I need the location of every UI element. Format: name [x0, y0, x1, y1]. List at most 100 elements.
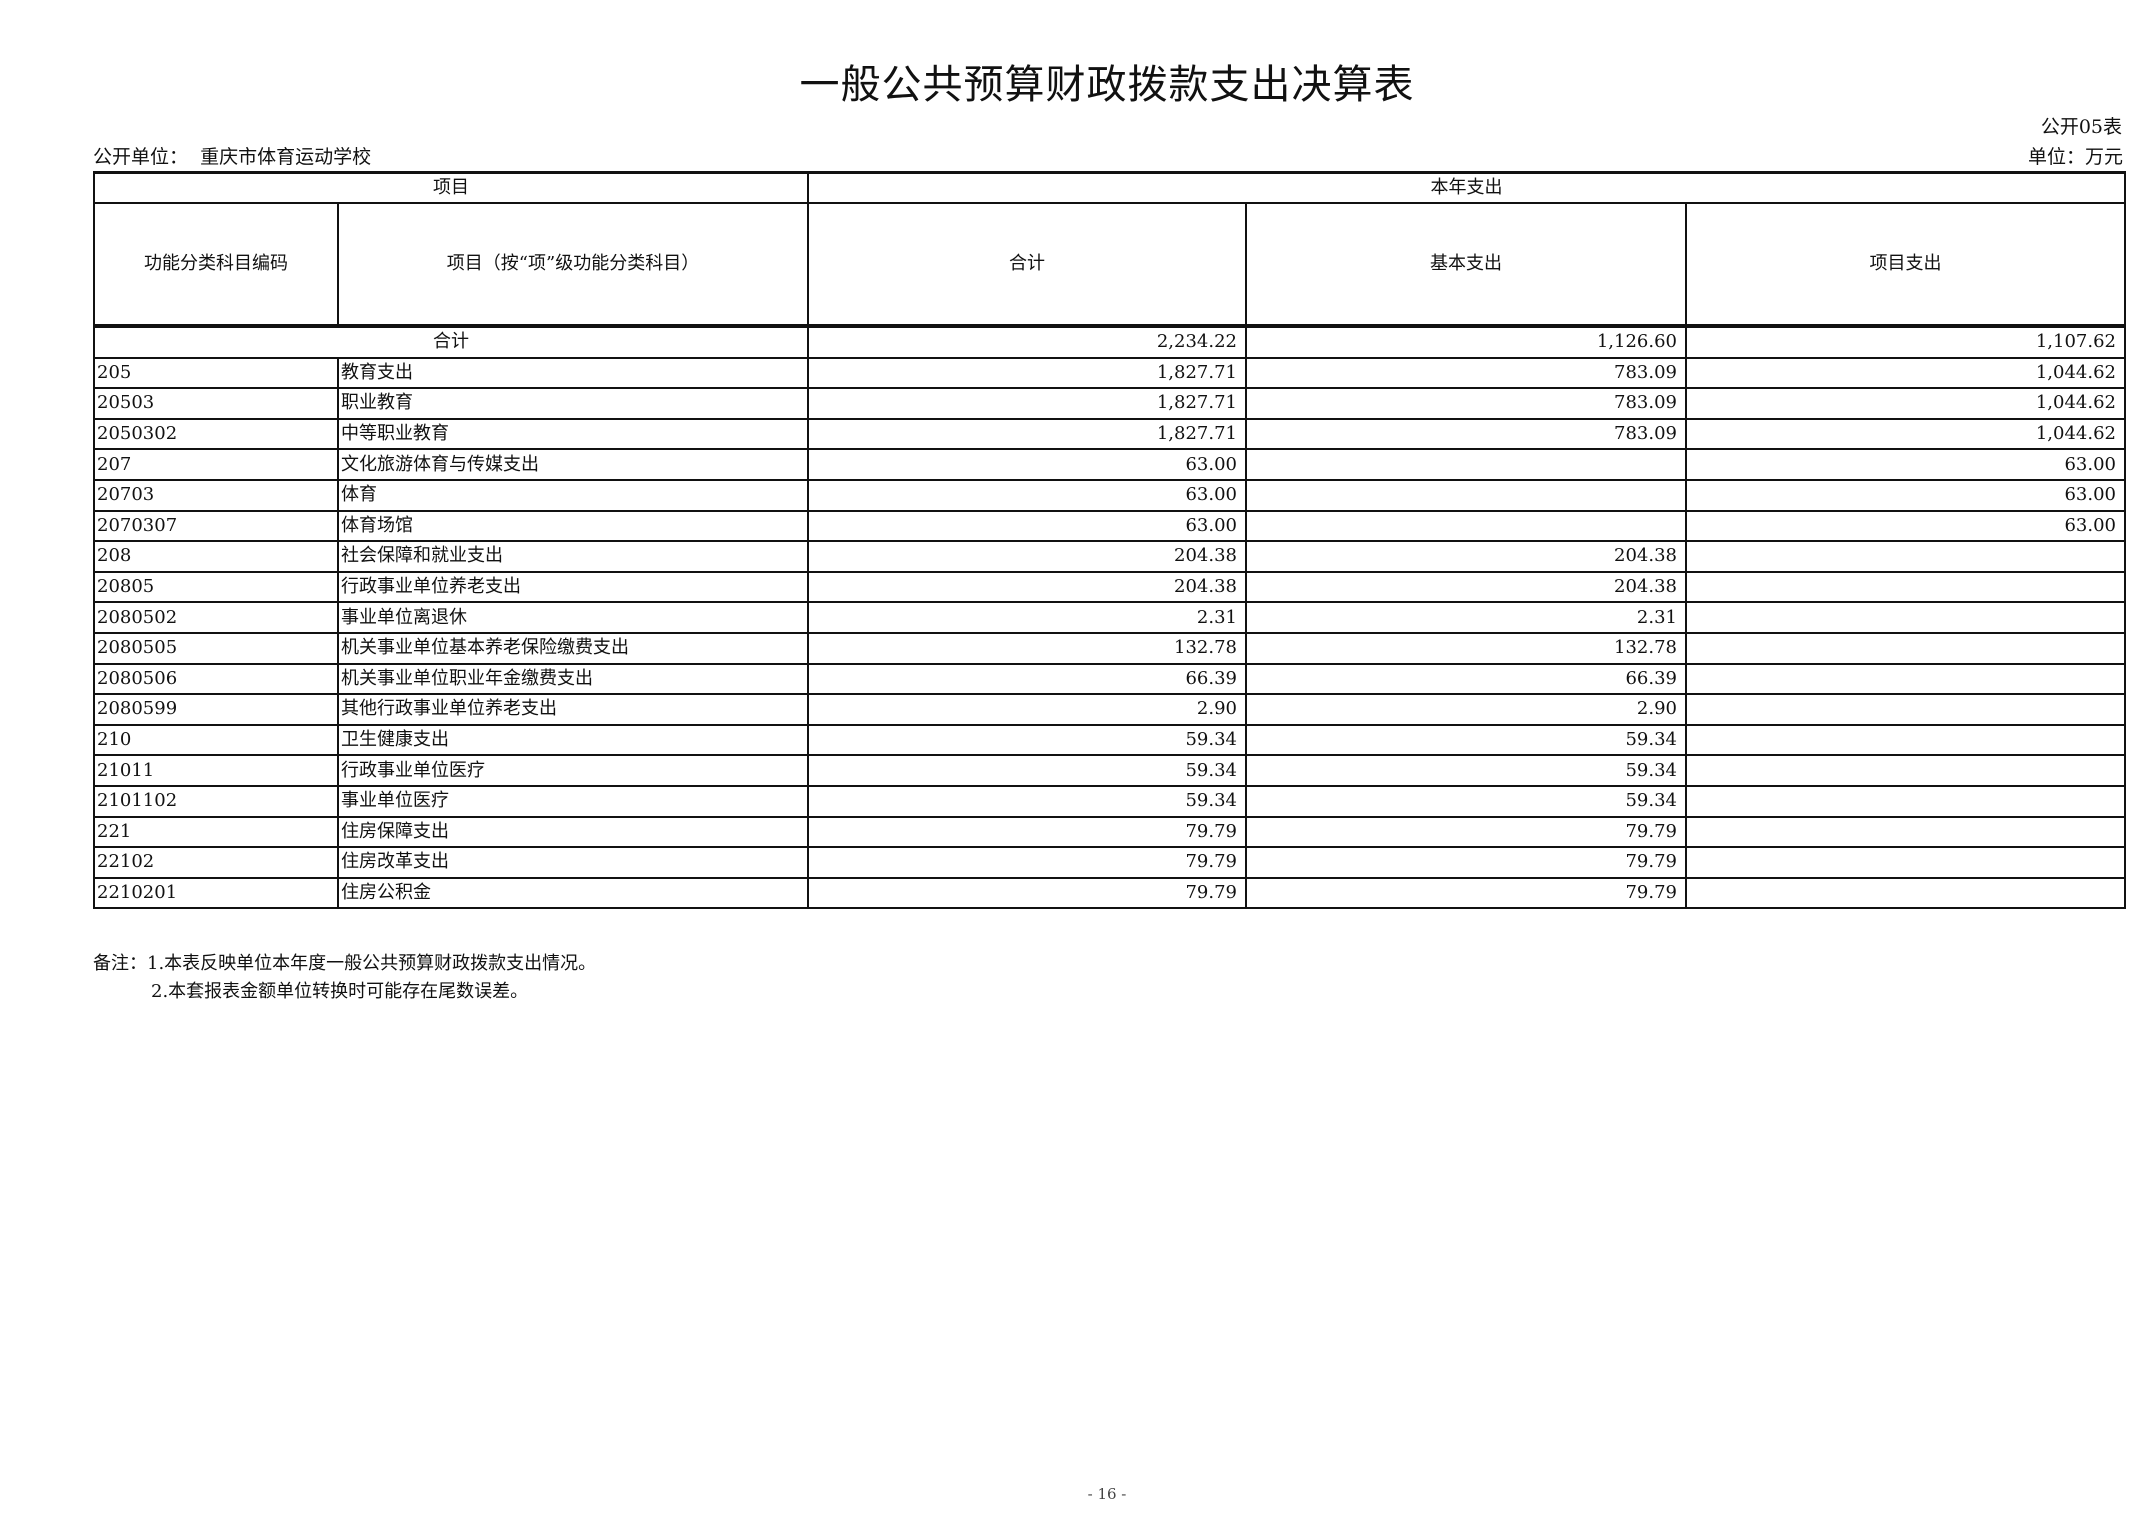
- row-code: 2070307: [93, 509, 339, 543]
- table-row: 210 卫生健康支出 59.34 59.34: [93, 723, 2126, 757]
- row-basic: 204.38: [1245, 570, 1687, 604]
- row-basic: 66.39: [1245, 662, 1687, 696]
- row-total: 1,827.71: [807, 356, 1247, 390]
- row-basic: [1245, 509, 1687, 543]
- page-title: 一般公共预算财政拨款支出决算表: [799, 62, 1415, 108]
- table-row: 2080599 其他行政事业单位养老支出 2.90 2.90: [93, 693, 2126, 726]
- row-project: [1685, 846, 2126, 879]
- table-row: 2101102 事业单位医疗 59.34 59.34: [93, 784, 2126, 818]
- row-name: 职业教育: [337, 387, 809, 420]
- total-project: 1,107.62: [1685, 325, 2126, 359]
- table-row: 2050302 中等职业教育 1,827.71 783.09 1,044.62: [93, 417, 2126, 451]
- row-code: 2210201: [93, 876, 339, 910]
- unit-name: 重庆市体育运动学校: [200, 146, 372, 168]
- row-total: 63.00: [807, 478, 1247, 512]
- row-name: 其他行政事业单位养老支出: [337, 693, 809, 726]
- table-row: 2080506 机关事业单位职业年金缴费支出 66.39 66.39: [93, 662, 2126, 696]
- row-basic: 204.38: [1245, 540, 1687, 573]
- row-project: [1685, 631, 2126, 665]
- expenditure-table: 项目 本年支出 功能分类科目编码 项目（按“项”级功能分类科目） 合计 基本支出…: [93, 171, 2126, 910]
- row-project: [1685, 693, 2126, 726]
- header-current-year: 本年支出: [807, 171, 2126, 204]
- table-row: 2210201 住房公积金 79.79 79.79: [93, 876, 2126, 910]
- row-name: 卫生健康支出: [337, 723, 809, 757]
- row-total: 204.38: [807, 540, 1247, 573]
- row-project: 1,044.62: [1685, 417, 2126, 451]
- row-project: [1685, 723, 2126, 757]
- row-project: [1685, 540, 2126, 573]
- row-name: 行政事业单位医疗: [337, 754, 809, 787]
- row-total: 2.90: [807, 693, 1247, 726]
- row-project: [1685, 570, 2126, 604]
- header-project-expense: 项目支出: [1685, 202, 2126, 328]
- row-total: 63.00: [807, 509, 1247, 543]
- row-code: 2080502: [93, 601, 339, 634]
- row-total: 66.39: [807, 662, 1247, 696]
- row-total: 79.79: [807, 876, 1247, 910]
- currency-unit: 单位：万元: [2027, 146, 2123, 168]
- row-code: 20805: [93, 570, 339, 604]
- row-basic: 783.09: [1245, 387, 1687, 420]
- table-row: 20703 体育 63.00 63.00: [93, 478, 2126, 512]
- row-total: 59.34: [807, 784, 1247, 818]
- row-code: 20703: [93, 478, 339, 512]
- table-row: 20503 职业教育 1,827.71 783.09 1,044.62: [93, 387, 2126, 420]
- total-row: 合计 2,234.22 1,126.60 1,107.62: [93, 325, 2126, 359]
- row-total: 59.34: [807, 723, 1247, 757]
- table-row: 22102 住房改革支出 79.79 79.79: [93, 846, 2126, 879]
- row-total: 204.38: [807, 570, 1247, 604]
- row-code: 21011: [93, 754, 339, 787]
- row-basic: 79.79: [1245, 846, 1687, 879]
- row-code: 2080506: [93, 662, 339, 696]
- row-basic: 2.31: [1245, 601, 1687, 634]
- row-total: 132.78: [807, 631, 1247, 665]
- row-project: 63.00: [1685, 448, 2126, 481]
- row-total: 59.34: [807, 754, 1247, 787]
- row-code: 22102: [93, 846, 339, 879]
- table-row: 20805 行政事业单位养老支出 204.38 204.38: [93, 570, 2126, 604]
- row-basic: 59.34: [1245, 784, 1687, 818]
- row-project: 1,044.62: [1685, 387, 2126, 420]
- table-row: 2070307 体育场馆 63.00 63.00: [93, 509, 2126, 543]
- row-project: [1685, 784, 2126, 818]
- row-basic: 59.34: [1245, 754, 1687, 787]
- header-total: 合计: [807, 202, 1247, 328]
- table-row: 207 文化旅游体育与传媒支出 63.00 63.00: [93, 448, 2126, 481]
- row-total: 63.00: [807, 448, 1247, 481]
- row-name: 教育支出: [337, 356, 809, 390]
- row-code: 210: [93, 723, 339, 757]
- header-name: 项目（按“项”级功能分类科目）: [337, 202, 809, 328]
- row-name: 中等职业教育: [337, 417, 809, 451]
- row-name: 机关事业单位基本养老保险缴费支出: [337, 631, 809, 665]
- row-name: 文化旅游体育与传媒支出: [337, 448, 809, 481]
- form-number: 公开05表: [2040, 116, 2122, 138]
- header-project: 项目: [93, 171, 809, 204]
- header-row-2: 功能分类科目编码 项目（按“项”级功能分类科目） 合计 基本支出 项目支出: [93, 202, 2126, 328]
- unit-info: 公开单位： 重庆市体育运动学校 单位：万元: [93, 142, 2123, 169]
- total-basic: 1,126.60: [1245, 325, 1687, 359]
- row-name: 体育场馆: [337, 509, 809, 543]
- row-name: 社会保障和就业支出: [337, 540, 809, 573]
- row-name: 住房公积金: [337, 876, 809, 910]
- row-project: [1685, 815, 2126, 849]
- row-project: [1685, 754, 2126, 787]
- row-code: 208: [93, 540, 339, 573]
- row-basic: 783.09: [1245, 417, 1687, 451]
- row-name: 事业单位医疗: [337, 784, 809, 818]
- row-basic: [1245, 448, 1687, 481]
- row-name: 事业单位离退休: [337, 601, 809, 634]
- row-project: 63.00: [1685, 509, 2126, 543]
- row-code: 20503: [93, 387, 339, 420]
- row-basic: 79.79: [1245, 876, 1687, 910]
- row-code: 2101102: [93, 784, 339, 818]
- row-total: 79.79: [807, 815, 1247, 849]
- row-name: 机关事业单位职业年金缴费支出: [337, 662, 809, 696]
- table-row: 221 住房保障支出 79.79 79.79: [93, 815, 2126, 849]
- row-code: 2050302: [93, 417, 339, 451]
- row-name: 住房保障支出: [337, 815, 809, 849]
- row-code: 221: [93, 815, 339, 849]
- row-basic: 2.90: [1245, 693, 1687, 726]
- total-label: 合计: [93, 325, 809, 359]
- row-total: 79.79: [807, 846, 1247, 879]
- row-name: 体育: [337, 478, 809, 512]
